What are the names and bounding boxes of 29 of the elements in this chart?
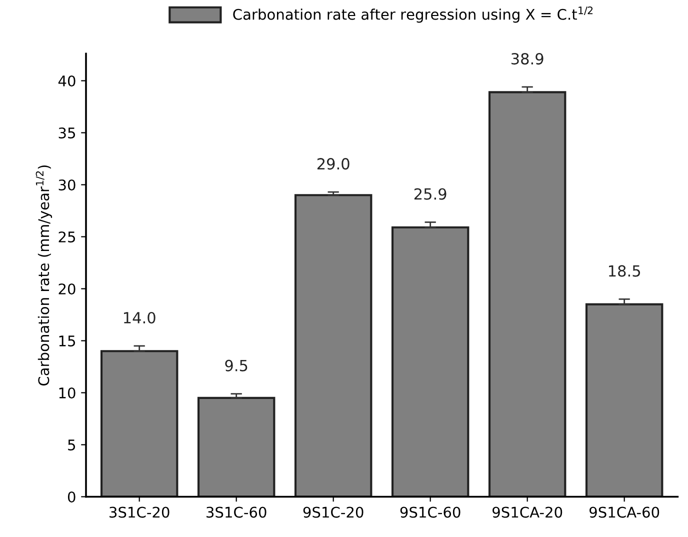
- bar: [197, 396, 276, 497]
- y-tick-label: 15: [59, 336, 76, 346]
- x-tick-label: 9S1CA-20: [492, 506, 562, 518]
- data-label: 18.5: [609, 265, 640, 277]
- y-tick-label: 0: [68, 491, 76, 502]
- x-tick-label: 3S1C-60: [206, 506, 266, 518]
- bar: [585, 303, 664, 497]
- data-label: 29.0: [317, 158, 350, 170]
- data-label: 25.9: [414, 188, 446, 200]
- x-tick-label: 9S1C-20: [303, 506, 364, 518]
- y-axis-title: Carbonation rate (mm/year$^{1/2}$): [36, 165, 52, 386]
- y-tick-label: 40: [58, 75, 76, 86]
- x-tick-label: 9S1CA-60: [590, 506, 660, 518]
- data-label: 38.9: [511, 53, 544, 65]
- bar: [100, 350, 178, 497]
- y-tick-label: 5: [68, 440, 76, 450]
- y-tick-label: 10: [59, 387, 76, 398]
- y-tick-label: 25: [58, 231, 76, 242]
- x-tick-label: 9S1C-60: [400, 506, 460, 518]
- data-label: 14.0: [124, 312, 156, 324]
- bar: [391, 226, 470, 497]
- data-label: 9.5: [225, 360, 248, 372]
- y-tick-label: 35: [58, 127, 76, 138]
- x-tick-label: 3S1C-20: [110, 506, 170, 518]
- bar: [488, 91, 566, 497]
- y-tick-label: 20: [58, 283, 76, 294]
- bar: [294, 194, 372, 497]
- legend-label: Carbonation rate after regression using X = C.t$^{1/2}$: [233, 6, 593, 23]
- y-tick-label: 30: [58, 179, 76, 190]
